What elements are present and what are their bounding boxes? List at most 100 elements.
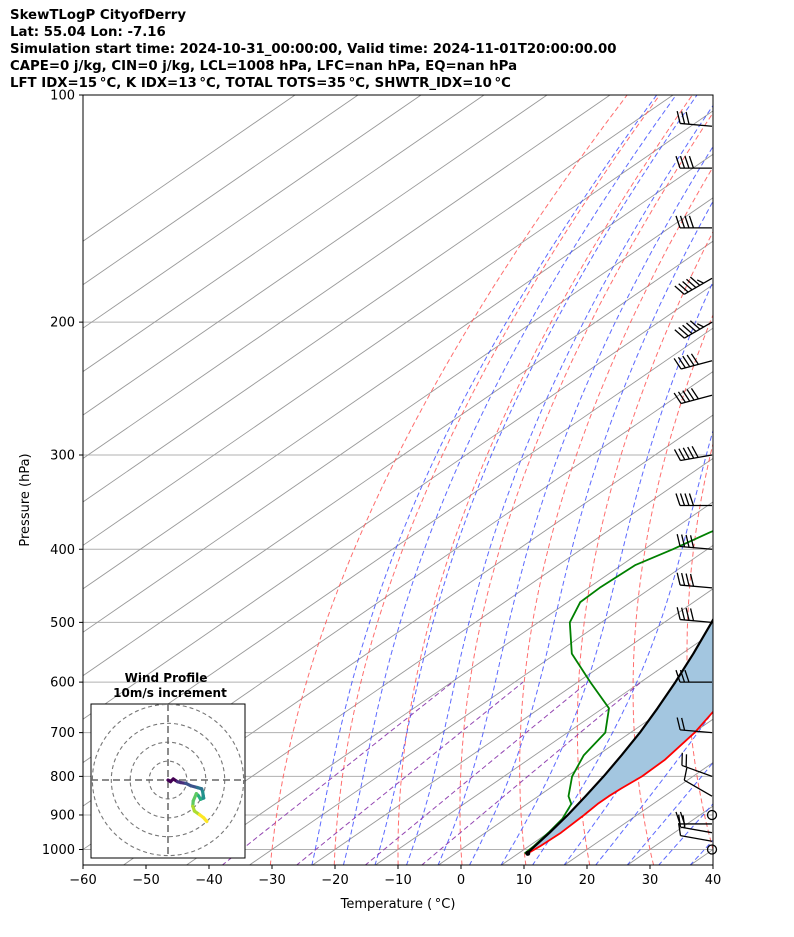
moist-adiabat <box>405 104 713 865</box>
wind-barb <box>676 110 713 127</box>
x-tick-label: 30 <box>642 873 659 888</box>
hodograph-title: Wind Profile <box>125 671 208 685</box>
isotherm <box>83 95 422 329</box>
isotherm <box>83 95 548 416</box>
moist-adiabat <box>658 803 713 865</box>
x-tick-label: 10 <box>516 873 533 888</box>
y-tick-label: 1000 <box>42 843 75 858</box>
dry-adiabat <box>739 95 794 866</box>
x-tick-label: 20 <box>579 873 596 888</box>
moist-adiabat <box>595 710 713 865</box>
moist-adiabat <box>374 95 698 865</box>
wind-barb <box>676 534 713 550</box>
isotherm <box>83 240 713 677</box>
wind-barb <box>673 353 713 370</box>
wind-barb <box>675 669 712 683</box>
dewpoint-profile <box>524 530 713 855</box>
isotherm <box>83 95 485 373</box>
wind-barb <box>706 809 718 821</box>
moist-adiabat <box>689 839 713 865</box>
parcel-profile <box>526 617 713 854</box>
wind-barb <box>706 844 718 855</box>
wind-barb <box>676 572 713 589</box>
wind-barb <box>683 767 713 797</box>
wind-barb <box>673 446 713 462</box>
y-tick-label: 300 <box>50 448 75 463</box>
mixing-ratio-line <box>295 681 524 865</box>
index-line: LFT IDX=15 °C, K IDX=13 °C, TOTAL TOTS=3… <box>10 76 511 91</box>
isotherm <box>563 762 713 865</box>
isotherm <box>122 457 713 865</box>
moist-adiabat <box>563 630 713 865</box>
location-line: Lat: 55.04 Lon: -7.16 <box>10 25 166 40</box>
isotherm <box>83 95 296 242</box>
x-tick-label: −40 <box>195 873 222 888</box>
wind-barb <box>673 387 713 405</box>
x-tick-label: −60 <box>69 873 96 888</box>
dry-adiabat <box>632 313 713 865</box>
y-tick-label: 100 <box>50 89 75 104</box>
y-tick-label: 500 <box>50 616 75 631</box>
hodograph-ring <box>91 704 245 857</box>
y-axis-label: Pressure (hPa) <box>18 453 33 546</box>
wind-barb <box>674 276 713 295</box>
hodograph-segment <box>202 816 209 824</box>
x-axis-label: Temperature ( °C) <box>340 897 456 912</box>
dry-adiabat <box>576 230 713 865</box>
isotherm <box>248 544 713 865</box>
x-tick-label: −20 <box>321 873 348 888</box>
x-tick-label: 40 <box>705 873 722 888</box>
isotherm <box>437 675 713 865</box>
moist-adiabat <box>500 280 713 865</box>
isotherm <box>83 95 674 503</box>
isotherm <box>83 414 713 851</box>
moist-adiabat <box>437 145 713 865</box>
moist-adiabat <box>468 200 713 865</box>
moist-adiabat <box>311 95 658 865</box>
moist-adiabat <box>342 95 677 865</box>
chart-header: SkewTLogP CityofDerry Lat: 55.04 Lon: -7… <box>10 7 617 92</box>
mixing-ratio-line <box>364 681 589 865</box>
wind-barb <box>676 717 713 734</box>
isotherm <box>311 588 713 865</box>
hodograph-subtitle: 10m/s increment <box>113 686 227 700</box>
isotherm <box>83 110 713 546</box>
wind-barbs <box>673 110 718 855</box>
hodograph-plot <box>91 704 245 858</box>
isotherm <box>753 95 794 865</box>
dry-adiabat <box>790 95 794 866</box>
y-tick-label: 200 <box>50 316 75 331</box>
axes: −60 −50 −40 −30 −20 −10 0 10 20 30 40 1000 900 800 700… <box>18 89 721 913</box>
isotherm <box>374 631 713 865</box>
dry-adiabat <box>269 95 628 865</box>
isotherm <box>83 197 713 633</box>
wind-barb <box>677 823 713 842</box>
mixing-ratio-line <box>221 681 454 865</box>
y-tick-label: 400 <box>50 543 75 558</box>
isotherm <box>83 284 713 720</box>
y-tick-label: 800 <box>50 770 75 785</box>
y-tick-label: 600 <box>50 676 75 691</box>
isotherm <box>83 95 611 460</box>
dry-adiabat <box>333 95 661 865</box>
dry-adiabat <box>686 441 713 852</box>
wind-barb <box>675 493 712 507</box>
wind-barb <box>675 811 712 825</box>
wind-barb <box>676 607 713 624</box>
y-tick-label: 700 <box>50 726 75 741</box>
surface-parcel-marker <box>525 850 531 856</box>
isotherm <box>185 501 713 865</box>
wind-barb <box>674 320 713 339</box>
wind-barb <box>675 215 712 229</box>
isotherm <box>83 95 359 286</box>
sounding-layer <box>524 530 713 856</box>
moist-adiabat <box>532 428 713 865</box>
y-tick-label: 900 <box>50 808 75 823</box>
wind-barb <box>675 155 712 169</box>
x-tick-label: 0 <box>457 873 465 888</box>
x-tick-label: −30 <box>258 873 285 888</box>
stability-indices-line: CAPE=0 j/kg, CIN=0 j/kg, LCL=1008 hPa, L… <box>10 59 518 74</box>
chart-title: SkewTLogP CityofDerry <box>10 8 187 23</box>
